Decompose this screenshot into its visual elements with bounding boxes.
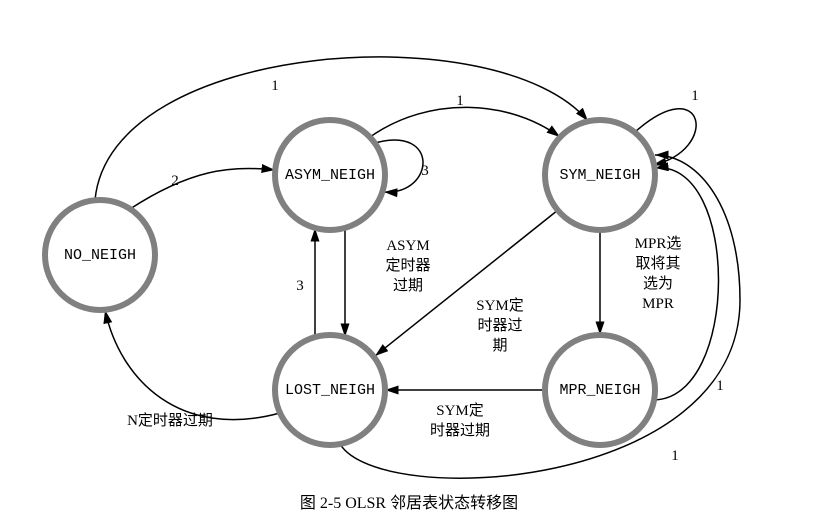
node-label: NO_NEIGH [64,247,136,264]
edge-label-lost-to-asym: 3 [296,278,304,294]
edge-lost-to-sym [340,155,740,478]
state-asym-neigh: ASYM_NEIGH [275,120,385,230]
edge-label-sym-to-mpr-c: 选为 [643,275,673,292]
edge-label-no-to-sym: 1 [271,78,279,94]
edge-asym-to-sym [370,107,560,137]
edge-label-mpr-to-lost-b: 时器过期 [430,422,490,439]
state-diagram: 1 2 1 1 3 ASYM 定时器 过期 3 MPR选 取将其 选为 MPR … [0,0,818,518]
edge-label-sym-to-lost-b: 时器过 [477,317,522,334]
edge-label-asym-to-sym: 1 [456,93,464,109]
edge-label-sym-to-mpr-a: MPR选 [635,235,682,252]
edge-label-mpr-to-sym: 1 [716,378,724,394]
node-label: ASYM_NEIGH [285,167,375,184]
edge-lost-to-no [105,310,280,420]
edge-label-sym-to-lost-a: SYM定 [476,297,524,314]
edge-label-mpr-to-lost-a: SYM定 [436,402,484,419]
edge-label-asym-to-lost-c: 过期 [393,277,423,294]
node-label: MPR_NEIGH [559,382,640,399]
state-mpr-neigh: MPR_NEIGH [545,335,655,445]
state-no-neigh: NO_NEIGH [45,200,155,310]
edge-label-sym-self: 1 [691,88,699,104]
figure-caption: 图 2-5 OLSR 邻居表状态转移图 [300,494,518,512]
state-sym-neigh: SYM_NEIGH [545,120,655,230]
edge-label-lost-to-no: N定时器过期 [127,412,213,429]
edge-label-asym-to-lost-a: ASYM [386,238,429,254]
edge-label-asym-to-lost-b: 定时器 [385,257,430,274]
node-label: SYM_NEIGH [559,167,640,184]
edge-label-sym-to-lost-c: 期 [492,337,507,354]
edge-label-no-to-asym: 2 [171,173,179,189]
edge-label-lost-to-sym: 1 [671,448,679,464]
node-label: LOST_NEIGH [285,382,375,399]
edge-label-sym-to-mpr-b: 取将其 [635,255,680,272]
edge-label-sym-to-mpr-d: MPR [642,296,674,312]
edge-no-to-asym [130,168,275,209]
edge-label-asym-self: 3 [421,163,429,179]
state-lost-neigh: LOST_NEIGH [275,335,385,445]
